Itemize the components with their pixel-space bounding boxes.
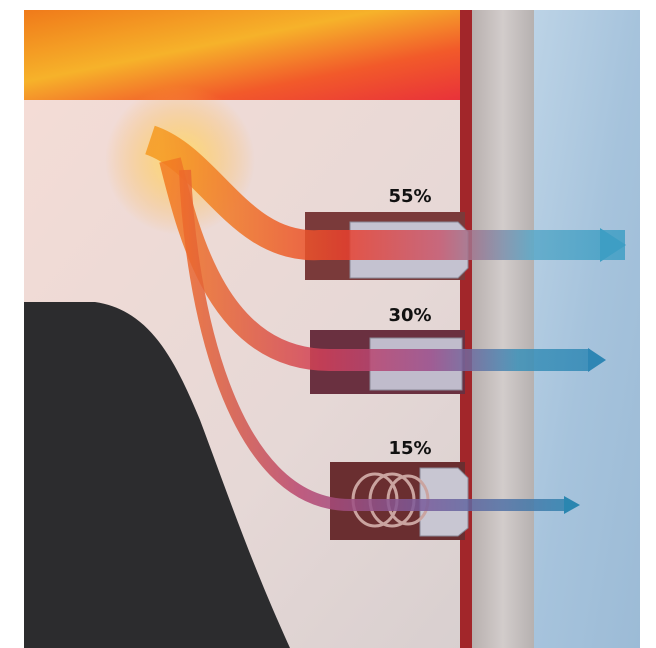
heat-flow-arrow [179,169,565,511]
heat-share-label: 15% [388,438,431,459]
arrow-head [600,228,626,262]
arrow-head [588,348,606,372]
heat-share-label: 30% [388,305,431,326]
combustion-flame [24,10,472,100]
heat-share-label: 55% [388,186,431,207]
gap-line [460,10,472,648]
heat-flow-arrow [159,157,590,371]
connecting-rod-shadow [24,302,290,648]
arrow-head [564,496,580,514]
heat-flow-arrow [144,125,625,261]
coolant [534,10,640,648]
cylinder-liner [472,10,534,648]
